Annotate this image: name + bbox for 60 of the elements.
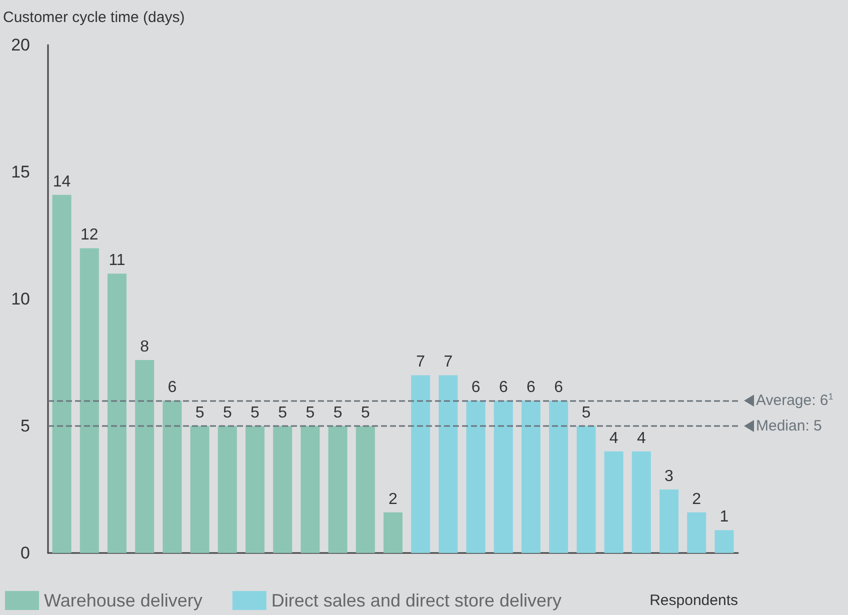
y-tick-label: 0 bbox=[20, 544, 30, 562]
data-label: 4 bbox=[609, 430, 618, 447]
legend-label: Warehouse delivery bbox=[44, 590, 202, 610]
data-label: 8 bbox=[140, 338, 150, 356]
y-tick-label: 10 bbox=[11, 290, 30, 308]
data-label: 7 bbox=[444, 354, 453, 371]
x-axis-title: Respondents bbox=[650, 592, 738, 609]
data-label: 5 bbox=[333, 404, 342, 422]
bar bbox=[384, 512, 402, 553]
legend-label: Direct sales and direct store delivery bbox=[271, 590, 562, 610]
data-label: 6 bbox=[471, 379, 480, 396]
data-label: 6 bbox=[168, 379, 177, 396]
bar bbox=[328, 426, 348, 553]
bar bbox=[273, 426, 292, 553]
data-label: 3 bbox=[664, 468, 674, 485]
bar bbox=[246, 426, 264, 553]
data-label: 11 bbox=[108, 252, 126, 270]
bar bbox=[218, 426, 237, 553]
bar bbox=[549, 400, 568, 553]
data-label: 1 bbox=[720, 508, 729, 526]
data-label: 6 bbox=[498, 379, 508, 396]
data-label: 5 bbox=[278, 404, 288, 422]
data-label: 6 bbox=[554, 379, 564, 396]
data-label: 14 bbox=[52, 173, 71, 190]
bar bbox=[162, 400, 182, 553]
bar bbox=[190, 426, 210, 553]
data-label: 7 bbox=[416, 354, 426, 371]
y-tick-label: 20 bbox=[11, 36, 30, 54]
data-label: 6 bbox=[526, 379, 536, 396]
y-tick-label: 15 bbox=[11, 162, 30, 182]
bar bbox=[135, 360, 154, 553]
ref-line-label: Median: 5 bbox=[756, 418, 822, 434]
bar bbox=[411, 375, 430, 553]
data-label: 12 bbox=[80, 226, 98, 244]
bar bbox=[300, 426, 320, 553]
bar bbox=[714, 530, 734, 553]
bar bbox=[687, 512, 706, 553]
bar bbox=[52, 194, 72, 553]
data-label: 5 bbox=[250, 404, 260, 422]
data-label: 2 bbox=[388, 490, 398, 508]
bar bbox=[80, 248, 99, 553]
bar bbox=[660, 490, 678, 553]
data-label: 5 bbox=[222, 404, 232, 422]
bar bbox=[108, 274, 126, 553]
bar bbox=[632, 451, 651, 553]
data-label: 5 bbox=[195, 404, 204, 422]
bar bbox=[576, 426, 596, 553]
bar bbox=[466, 400, 486, 553]
data-label: 5 bbox=[360, 404, 370, 422]
data-label: 2 bbox=[692, 490, 702, 508]
data-label: 5 bbox=[306, 404, 315, 422]
data-label: 4 bbox=[636, 430, 646, 447]
bar bbox=[356, 426, 375, 553]
bar bbox=[438, 375, 458, 553]
data-label: 5 bbox=[582, 404, 591, 422]
bar bbox=[494, 400, 513, 553]
bar bbox=[604, 451, 624, 553]
y-axis-title: Customer cycle time (days) bbox=[3, 9, 185, 26]
bar bbox=[522, 400, 540, 553]
y-tick-label: 5 bbox=[20, 416, 30, 436]
